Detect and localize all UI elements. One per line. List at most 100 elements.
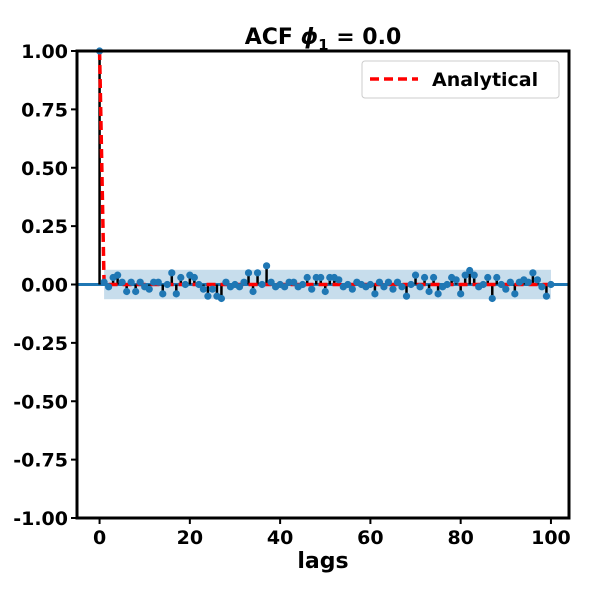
y-tick-label: 1.00 [21, 41, 68, 63]
chart-title-suffix: = 0.0 [329, 25, 402, 50]
acf-point-45 [299, 280, 307, 289]
acf-point-88 [493, 273, 501, 282]
acf-point-2 [104, 283, 113, 291]
analytical-layer [97, 50, 551, 287]
x-tick-label: 0 [93, 527, 106, 549]
analytical-line [97, 50, 551, 287]
acf-point-98 [538, 283, 546, 291]
y-ticks: -1.00 -0.75 -0.50 -0.25 0.00 0.25 0.50 0.75 1.00 [13, 41, 77, 530]
acf-point-74 [429, 273, 438, 282]
x-axis-label: lags [297, 549, 348, 574]
x-tick-label: 40 [267, 527, 293, 549]
acf-point-23 [199, 285, 207, 293]
chart-title: ACF ϕ1 = 0.0 [245, 25, 402, 54]
acf-point-79 [452, 276, 460, 284]
acf-point-34 [249, 287, 257, 296]
acf-point-4 [114, 271, 122, 279]
acf-point-37 [262, 262, 271, 270]
acf-point-24 [204, 292, 212, 300]
acf-point-99 [542, 292, 551, 300]
acf-point-87 [488, 294, 496, 303]
acf-point-6 [123, 287, 131, 296]
legend-analytical-label: Analytical [432, 69, 538, 91]
acf-point-19 [181, 280, 189, 289]
acf-point-38 [267, 278, 275, 286]
acf-point-66 [393, 278, 402, 286]
acf-point-72 [420, 273, 429, 282]
acf-point-49 [317, 273, 325, 282]
acf-point-71 [416, 283, 424, 291]
acf-point-31 [235, 283, 244, 291]
legend: Analytical [361, 60, 560, 99]
acf-point-14 [159, 290, 167, 298]
acf-point-85 [479, 280, 487, 289]
acf-point-92 [511, 290, 519, 298]
y-tick-label: 0.75 [21, 99, 68, 121]
legend-box [361, 60, 560, 99]
acf-point-15 [163, 280, 171, 289]
y-tick-label: -0.25 [13, 333, 68, 355]
acf-point-77 [443, 280, 451, 289]
acf-point-18 [177, 273, 185, 282]
chart-title-prefix: ACF [245, 25, 301, 50]
acf-point-65 [389, 285, 397, 293]
acf-point-8 [132, 287, 140, 296]
acf-point-28 [222, 278, 230, 286]
y-tick-label: -0.50 [13, 391, 68, 413]
x-tick-label: 60 [357, 527, 383, 549]
acf-point-50 [321, 287, 329, 296]
acf-point-75 [434, 290, 442, 298]
acf-point-27 [217, 294, 226, 303]
x-ticks: 0 20 40 60 80 100 [93, 518, 571, 549]
acf-point-41 [281, 283, 289, 291]
acf-point-60 [366, 280, 374, 289]
acf-point-9 [136, 278, 144, 286]
acf-point-53 [335, 276, 343, 284]
acf-point-86 [484, 273, 492, 282]
acf-point-47 [308, 285, 316, 293]
acf-point-33 [244, 269, 253, 277]
y-tick-label: -1.00 [13, 508, 68, 530]
acf-point-82 [466, 266, 474, 275]
acf-point-63 [380, 283, 388, 291]
acf-point-67 [398, 283, 406, 291]
y-tick-label: 0.50 [21, 158, 68, 180]
acf-point-97 [533, 276, 542, 284]
acf-markers [95, 47, 555, 303]
acf-point-90 [502, 285, 510, 293]
acf-point-17 [172, 290, 180, 298]
acf-point-36 [258, 280, 266, 289]
acf-point-43 [290, 278, 298, 286]
acf-point-55 [344, 280, 352, 289]
x-tick-label: 100 [531, 527, 571, 549]
x-tick-label: 80 [447, 527, 473, 549]
acf-point-61 [371, 290, 379, 298]
acf-point-56 [348, 285, 356, 293]
acf-point-96 [529, 269, 537, 277]
acf-point-11 [145, 285, 153, 293]
acf-point-70 [411, 271, 420, 279]
acf-point-22 [195, 280, 203, 289]
acf-point-64 [384, 278, 393, 286]
acf-point-1 [100, 278, 108, 286]
acf-point-69 [407, 280, 415, 289]
acf-point-73 [425, 287, 433, 296]
chart-title-symbol: ϕ [301, 25, 319, 50]
acf-point-25 [208, 285, 217, 293]
acf-point-32 [240, 278, 248, 286]
acf-point-68 [402, 292, 411, 300]
acf-point-7 [127, 278, 135, 286]
acf-point-5 [118, 278, 126, 286]
acf-point-46 [303, 273, 311, 282]
acf-point-13 [154, 278, 162, 286]
acf-point-21 [190, 273, 198, 282]
acf-point-89 [497, 280, 505, 289]
acf-point-100 [547, 280, 555, 289]
acf-point-16 [168, 269, 176, 277]
acf-point-95 [524, 278, 532, 286]
acf-point-91 [506, 278, 514, 286]
y-tick-label: -0.75 [13, 450, 68, 472]
x-tick-label: 20 [177, 527, 203, 549]
chart-title-subscript: 1 [318, 36, 328, 54]
